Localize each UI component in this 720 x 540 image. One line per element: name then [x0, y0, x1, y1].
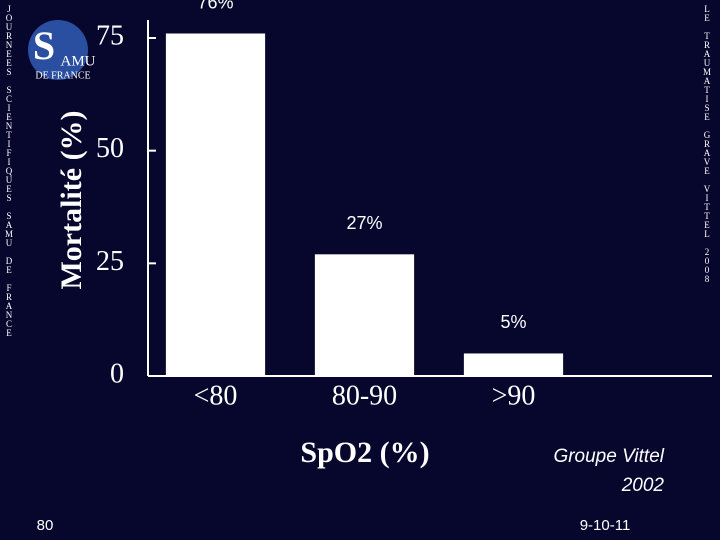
bar — [314, 254, 415, 376]
y-tick-label: 50 — [96, 133, 124, 164]
y-tick-label: 75 — [96, 20, 124, 51]
bar — [165, 33, 266, 376]
logo-subtitle: DE FRANCE — [35, 70, 90, 81]
x-tick-label: 80-90 — [332, 380, 397, 411]
date: 9-10-11 — [580, 517, 631, 534]
logo-letter: S — [33, 23, 55, 68]
logo-circle — [28, 20, 88, 80]
logo-name: AMU — [60, 53, 95, 69]
x-tick-label: <80 — [194, 380, 238, 411]
y-tick-label: 0 — [110, 358, 124, 389]
x-axis-label: SpO2 (%) — [300, 436, 429, 469]
page-number: 80 — [37, 517, 54, 534]
value-label: 27% — [346, 213, 382, 233]
x-tick-label: >90 — [492, 380, 536, 411]
value-label: 76% — [197, 0, 233, 12]
group-line-2: 2002 — [621, 475, 665, 496]
value-label: 5% — [500, 312, 526, 332]
y-tick-label: 25 — [96, 246, 124, 277]
side-text-left: JOURNEES SCIENTIFIQUES SAMU DE FRANCE — [4, 4, 14, 337]
logo: S AMU DE FRANCE — [28, 20, 96, 81]
side-text-right: LE TRAUMATISE GRAVE VITTEL 2008 — [702, 4, 712, 283]
group-line-1: Groupe Vittel — [553, 446, 664, 467]
bar — [463, 353, 564, 376]
y-axis-label: Mortalité (%) — [55, 110, 88, 289]
